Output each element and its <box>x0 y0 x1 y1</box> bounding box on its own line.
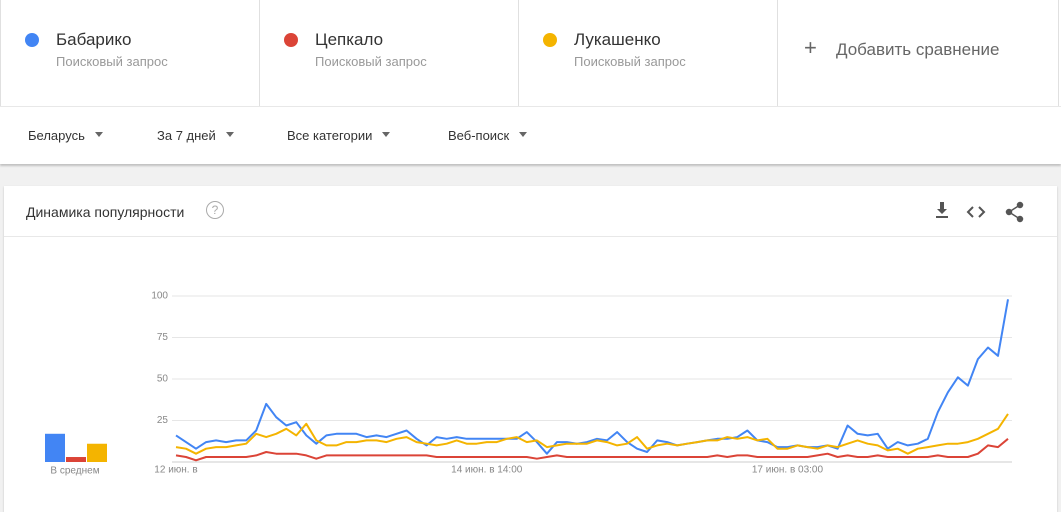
average-label: В среднем <box>50 466 99 477</box>
term-sublabel: Поисковый запрос <box>56 54 168 69</box>
average-bar <box>87 443 107 462</box>
add-label: Добавить сравнение <box>836 40 1000 59</box>
compare-bar: Бабарико Поисковый запрос Цепкало Поисковы… <box>0 0 1061 106</box>
y-tick-label: 100 <box>151 291 168 302</box>
chart: В среднем 25 50 75 100 12 июн. в 14 июн. в 14… <box>45 291 1012 477</box>
series-line <box>175 438 1009 462</box>
series-line <box>175 413 1009 455</box>
compare-term[interactable]: Лукашенко Поисковый запрос <box>519 0 778 106</box>
average-bar <box>66 457 86 462</box>
x-tick-label: 12 июн. в <box>154 465 197 476</box>
term-dot <box>284 33 298 47</box>
y-tick-label: 50 <box>157 374 169 385</box>
y-tick-label: 25 <box>157 415 169 426</box>
x-tick-label: 17 июн. в 03:00 <box>752 465 824 476</box>
term-name: Цепкало <box>315 30 384 49</box>
compare-term[interactable]: Цепкало Поисковый запрос <box>260 0 519 106</box>
term-dot <box>543 33 557 47</box>
help-icon[interactable]: ? <box>206 201 224 219</box>
add-plus: + <box>804 35 817 60</box>
filter-region[interactable]: Беларусь <box>28 128 103 143</box>
download-icon[interactable] <box>936 202 948 218</box>
term-sublabel: Поисковый запрос <box>574 54 686 69</box>
term-sublabel: Поисковый запрос <box>315 54 427 69</box>
compare-term[interactable]: Бабарико Поисковый запрос <box>0 0 260 106</box>
panel-title: Динамика популярности <box>26 204 185 220</box>
embed-icon[interactable] <box>966 206 986 218</box>
card-actions <box>936 201 1024 223</box>
x-tick-label: 14 июн. в 14:00 <box>451 465 523 476</box>
term-name: Лукашенко <box>574 30 661 49</box>
filter-category[interactable]: Все категории <box>287 128 390 143</box>
filter-search-type[interactable]: Веб-поиск <box>448 128 527 143</box>
term-dot <box>25 33 39 47</box>
separator <box>4 236 1057 237</box>
filter-period[interactable]: За 7 дней <box>157 128 234 143</box>
series-line <box>175 299 1009 455</box>
filter-bar: Беларусь За 7 дней Все категории Веб-пои… <box>0 106 1061 164</box>
term-name: Бабарико <box>56 30 132 49</box>
y-tick-label: 75 <box>157 332 169 343</box>
add-comparison[interactable]: + Добавить сравнение <box>778 0 1059 106</box>
share-icon[interactable] <box>1005 201 1024 223</box>
average-bar <box>45 433 65 462</box>
